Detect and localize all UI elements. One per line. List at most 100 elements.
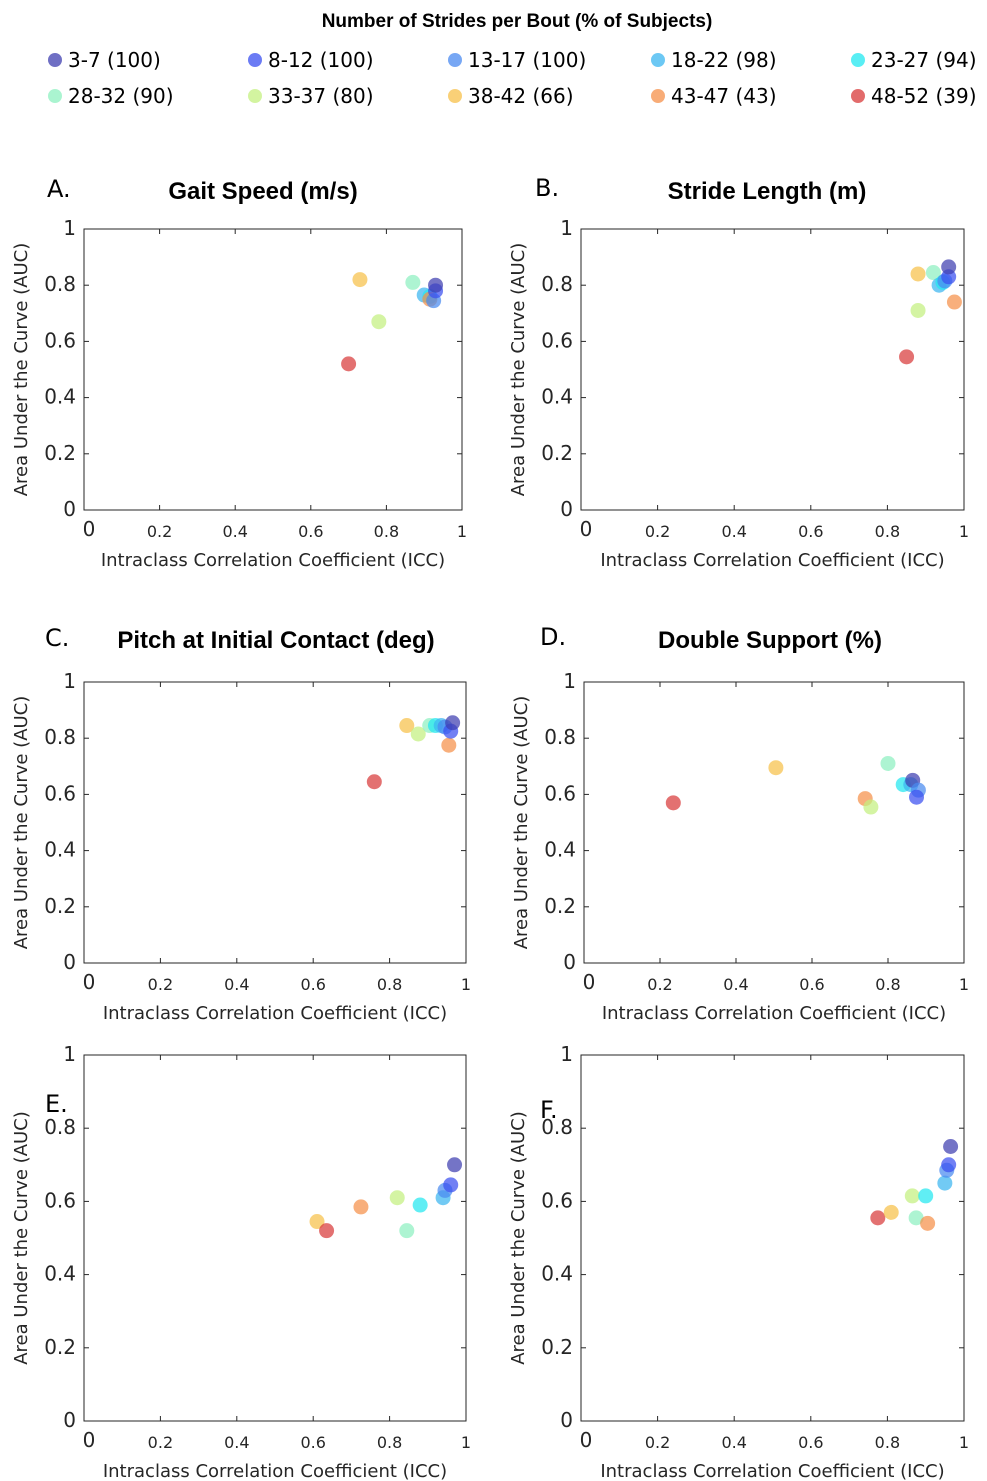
panel: C. Pitch at Initial Contact (deg) 0 0.2 0.4 0… xyxy=(11,624,471,1024)
plot-area xyxy=(583,681,965,964)
legend-item: 18-22 (98) xyxy=(651,48,777,72)
x-tick-label: 1 xyxy=(959,975,969,994)
legend-label: 38-42 (66) xyxy=(468,84,574,108)
legend-marker xyxy=(851,53,865,67)
data-point xyxy=(366,774,382,790)
y-tick-label: 0.6 xyxy=(44,1188,76,1212)
y-tick-label: 0.2 xyxy=(541,441,573,465)
panel-letter: F. xyxy=(540,1096,558,1124)
panel: F.Swing Duration (s)00.20.40.60.8100.20.… xyxy=(508,1042,969,1481)
x-tick-label: 0 xyxy=(83,1428,96,1452)
panel: A. Gait Speed (m/s) 0 0.2 0.4 0.6 0.8 1 0 0.2 0.4 0… xyxy=(11,175,467,571)
y-tick-label: 0.6 xyxy=(544,781,576,805)
plot-area xyxy=(580,228,965,511)
x-tick-label: 0.6 xyxy=(300,1433,325,1452)
x-axis-label: Intraclass Correlation Coefficient (ICC) xyxy=(600,1461,944,1481)
data-point xyxy=(908,1210,924,1226)
x-tick-label: 0.6 xyxy=(300,975,325,994)
y-tick-label: 0.4 xyxy=(541,385,573,409)
data-points xyxy=(870,1139,959,1231)
plot-area xyxy=(580,1054,965,1422)
x-tick-label: 0.4 xyxy=(224,975,249,994)
y-axis-label: Area Under the Curve (AUC) xyxy=(511,696,532,950)
y-tick-label: 0.8 xyxy=(44,1115,76,1139)
x-tick-label: 0.2 xyxy=(148,975,173,994)
data-point xyxy=(941,259,957,275)
plot-area xyxy=(83,1054,467,1422)
data-point xyxy=(399,1223,415,1239)
x-tick-label: 0.6 xyxy=(799,975,824,994)
x-tick-label: 0 xyxy=(580,1428,593,1452)
x-tick-label: 0 xyxy=(580,517,593,541)
x-axis-label: Intraclass Correlation Coefficient (ICC) xyxy=(103,1003,447,1024)
x-tick-label: 0.2 xyxy=(147,522,172,541)
x-tick-label: 1 xyxy=(461,975,471,994)
data-point xyxy=(946,294,962,310)
data-point xyxy=(920,1215,936,1231)
data-point xyxy=(447,1157,463,1173)
data-point xyxy=(319,1223,335,1239)
panels: A. Gait Speed (m/s) 0 0.2 0.4 0.6 0.8 1 0 0.2 0.4 0… xyxy=(11,174,969,1481)
y-tick-label: 0.4 xyxy=(44,385,76,409)
data-point xyxy=(943,1139,959,1154)
legend-item: 23-27 (94) xyxy=(851,48,977,72)
panel-letter: C. xyxy=(45,624,69,652)
data-point xyxy=(909,789,924,805)
panel-letter: B. xyxy=(535,174,559,202)
x-tick-label: 0.4 xyxy=(723,975,748,994)
y-tick-label: 0.4 xyxy=(44,838,76,862)
legend-label: 33-37 (80) xyxy=(268,84,374,108)
x-axis-label: Intraclass Correlation Coefficient (ICC) xyxy=(602,1003,946,1024)
y-axis-label: Area Under the Curve (AUC) xyxy=(508,1111,529,1365)
data-point xyxy=(899,349,915,365)
data-point xyxy=(937,1175,953,1191)
panel: D. Double Support (%) 0 0.2 0.4 0.6 0.8 1 0 0.2 0.… xyxy=(511,623,969,1024)
panel-letter: E. xyxy=(45,1090,68,1118)
legend-marker xyxy=(651,53,665,67)
data-point xyxy=(904,1188,920,1204)
x-tick-label: 1 xyxy=(959,522,969,541)
x-tick-label: 0.8 xyxy=(377,1433,402,1452)
data-point xyxy=(399,718,415,734)
y-tick-label: 0 xyxy=(560,497,573,521)
x-tick-label: 0.8 xyxy=(377,975,402,994)
data-point xyxy=(925,265,941,281)
x-tick-label: 0.8 xyxy=(875,975,900,994)
data-point xyxy=(918,1188,934,1204)
x-tick-label: 0.2 xyxy=(645,1433,670,1452)
legend: Number of Strides per Bout (% of Subject… xyxy=(48,11,977,108)
y-tick-label: 0.2 xyxy=(44,1335,76,1359)
x-tick-label: 0 xyxy=(83,517,96,541)
y-tick-label: 0.8 xyxy=(44,725,76,749)
y-axis-label: Area Under the Curve (AUC) xyxy=(11,696,32,950)
x-tick-label: 0.6 xyxy=(298,522,323,541)
y-tick-label: 0.8 xyxy=(544,725,576,749)
y-tick-label: 0.8 xyxy=(541,1115,573,1139)
data-point xyxy=(445,715,461,731)
legend-items: 3-7 (100) 8-12 (100) 13-17 (100) 18-22 (98)… xyxy=(48,48,977,108)
data-points xyxy=(341,272,444,372)
data-point xyxy=(412,1197,428,1213)
y-tick-label: 0.6 xyxy=(44,781,76,805)
x-tick-label: 0.2 xyxy=(647,975,672,994)
y-tick-label: 0 xyxy=(63,497,76,521)
data-point xyxy=(910,266,926,282)
y-tick-label: 0.2 xyxy=(44,441,76,465)
legend-label: 48-52 (39) xyxy=(871,84,977,108)
panel-title: Pitch at Initial Contact (deg) xyxy=(117,627,434,654)
panel-letter: A. xyxy=(47,175,71,203)
y-tick-label: 0.8 xyxy=(44,272,76,296)
y-tick-label: 0.6 xyxy=(541,1188,573,1212)
y-axis-label: Area Under the Curve (AUC) xyxy=(11,1111,32,1365)
legend-label: 23-27 (94) xyxy=(871,48,977,72)
data-points xyxy=(665,755,926,815)
y-tick-label: 0.6 xyxy=(541,328,573,352)
x-tick-label: 0.8 xyxy=(374,522,399,541)
x-tick-label: 1 xyxy=(461,1433,471,1452)
legend-item: 43-47 (43) xyxy=(651,84,777,108)
data-point xyxy=(389,1190,405,1206)
x-axis-label: Intraclass Correlation Coefficient (ICC) xyxy=(103,1461,447,1481)
legend-marker xyxy=(248,89,262,103)
legend-item: 48-52 (39) xyxy=(851,84,977,108)
legend-marker xyxy=(851,89,865,103)
